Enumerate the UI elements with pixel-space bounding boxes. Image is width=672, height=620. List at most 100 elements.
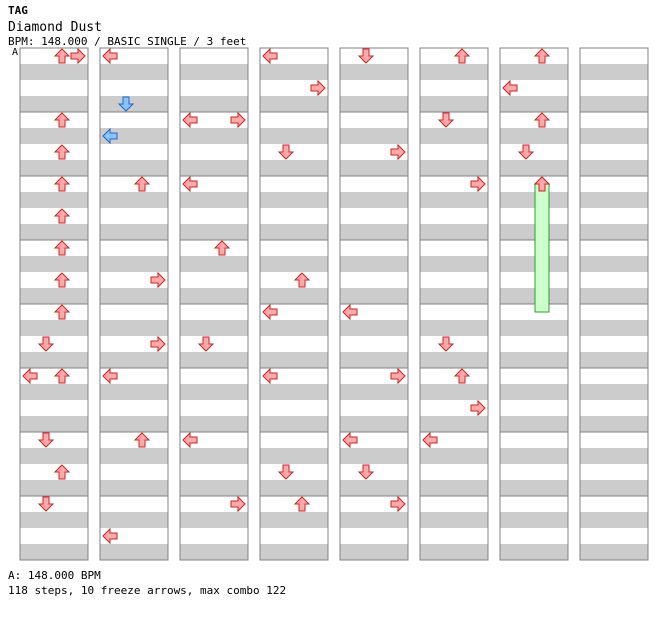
beat-band (580, 64, 648, 80)
step-arrow-up (453, 368, 471, 384)
beat-band (20, 96, 88, 112)
beat-band (500, 128, 568, 144)
step-arrow-up (53, 368, 71, 384)
beat-band (580, 192, 648, 208)
beat-band (180, 128, 248, 144)
beat-band (260, 224, 328, 240)
beat-band (340, 96, 408, 112)
beat-band (100, 96, 168, 112)
beat-band (260, 480, 328, 496)
step-arrow-down (277, 144, 295, 160)
column-border (339, 47, 409, 561)
beat-band (100, 160, 168, 176)
beat-band (100, 448, 168, 464)
step-arrow-right (310, 79, 326, 97)
beat-band (260, 256, 328, 272)
step-arrow-down (437, 336, 455, 352)
beat-band (580, 160, 648, 176)
beat-band (420, 256, 488, 272)
beat-band (180, 480, 248, 496)
beat-band (20, 544, 88, 560)
beat-band (500, 544, 568, 560)
beat-band (180, 320, 248, 336)
beat-band (420, 160, 488, 176)
step-arrow-up (533, 112, 551, 128)
beat-band (100, 128, 168, 144)
beat-band (100, 512, 168, 528)
beat-band (500, 224, 568, 240)
step-arrow-right (390, 367, 406, 385)
step-arrow-up (53, 176, 71, 192)
step-arrow-left (342, 431, 358, 449)
beat-band (260, 448, 328, 464)
beat-band (500, 416, 568, 432)
beat-band (580, 512, 648, 528)
beat-band (580, 352, 648, 368)
beat-band (180, 224, 248, 240)
freeze-arrow (534, 183, 550, 313)
beat-band (260, 384, 328, 400)
beat-band (500, 448, 568, 464)
beat-band (100, 256, 168, 272)
step-arrow-left (102, 527, 118, 545)
beat-band (180, 544, 248, 560)
beat-band (420, 96, 488, 112)
step-arrow-right (150, 335, 166, 353)
beat-band (420, 64, 488, 80)
step-arrow-up (53, 304, 71, 320)
step-arrow-left (102, 127, 118, 145)
beat-band (20, 256, 88, 272)
beat-band (420, 416, 488, 432)
beat-band (20, 448, 88, 464)
step-arrow-up (53, 240, 71, 256)
step-arrow-up (533, 48, 551, 64)
column-border (179, 47, 249, 561)
step-arrow-down (197, 336, 215, 352)
beat-band (420, 128, 488, 144)
step-arrow-right (390, 495, 406, 513)
beat-band (340, 192, 408, 208)
beat-band (500, 96, 568, 112)
step-arrow-left (262, 47, 278, 65)
beat-band (580, 256, 648, 272)
beat-band (340, 352, 408, 368)
step-arrow-left (182, 431, 198, 449)
beat-band (340, 64, 408, 80)
beat-band (340, 128, 408, 144)
beat-band (340, 320, 408, 336)
chart-info: BPM: 148.000 / BASIC SINGLE / 3 feet (8, 35, 247, 48)
beat-band (100, 320, 168, 336)
beat-band (580, 384, 648, 400)
beat-band (100, 384, 168, 400)
step-arrow-down (357, 464, 375, 480)
beat-band (20, 416, 88, 432)
beat-band (100, 480, 168, 496)
column-border (259, 47, 329, 561)
beat-band (580, 96, 648, 112)
beat-band (260, 352, 328, 368)
beat-band (20, 224, 88, 240)
beat-band (420, 512, 488, 528)
step-arrow-left (182, 111, 198, 129)
beat-band (420, 352, 488, 368)
beat-band (500, 512, 568, 528)
beat-band (340, 480, 408, 496)
beat-band (100, 352, 168, 368)
beat-band (580, 416, 648, 432)
beat-band (20, 64, 88, 80)
beat-band (20, 160, 88, 176)
beat-band (180, 352, 248, 368)
beat-band (580, 448, 648, 464)
beat-band (260, 320, 328, 336)
step-arrow-up (53, 208, 71, 224)
beat-band (260, 288, 328, 304)
beat-band (260, 160, 328, 176)
beat-band (340, 544, 408, 560)
beat-band (500, 384, 568, 400)
step-arrow-left (182, 175, 198, 193)
beat-band (180, 256, 248, 272)
step-arrow-right (230, 111, 246, 129)
beat-band (420, 288, 488, 304)
beat-band (580, 544, 648, 560)
column-border (99, 47, 169, 561)
